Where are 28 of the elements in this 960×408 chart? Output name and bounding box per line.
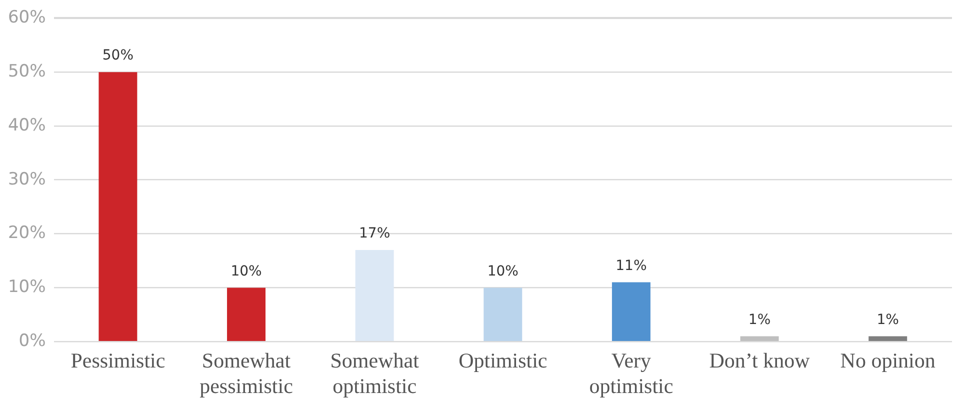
data-label: 1% xyxy=(748,312,771,328)
y-tick-label: 60% xyxy=(8,8,46,28)
x-tick-label: Somewhat optimistic xyxy=(330,348,420,398)
x-tick-label: Very optimistic xyxy=(589,348,674,398)
bar xyxy=(355,250,394,341)
x-tick-label: Optimistic xyxy=(458,348,548,373)
y-tick-label: 10% xyxy=(8,277,46,298)
data-label: 17% xyxy=(359,226,390,242)
data-label: 50% xyxy=(102,48,134,64)
bar xyxy=(98,72,138,341)
x-tick-label: No opinion xyxy=(840,348,936,373)
y-tick-label: 0% xyxy=(18,331,46,352)
data-label: 1% xyxy=(876,312,899,328)
bar xyxy=(227,288,266,341)
x-tick-label: Don’t know xyxy=(709,348,811,373)
x-tick-label: Pessimistic xyxy=(70,348,166,373)
y-tick-label: 20% xyxy=(8,223,46,244)
x-tick-label: Somewhat pessimistic xyxy=(200,348,293,398)
bar xyxy=(868,336,908,341)
bar xyxy=(740,336,779,341)
data-label: 11% xyxy=(616,258,647,274)
data-label: 10% xyxy=(487,263,518,280)
y-tick-label: 50% xyxy=(8,62,46,82)
data-label: 10% xyxy=(230,263,262,280)
y-tick-label: 30% xyxy=(8,169,46,190)
bar xyxy=(612,282,650,341)
y-tick-label: 40% xyxy=(8,115,46,136)
bar xyxy=(484,288,522,341)
